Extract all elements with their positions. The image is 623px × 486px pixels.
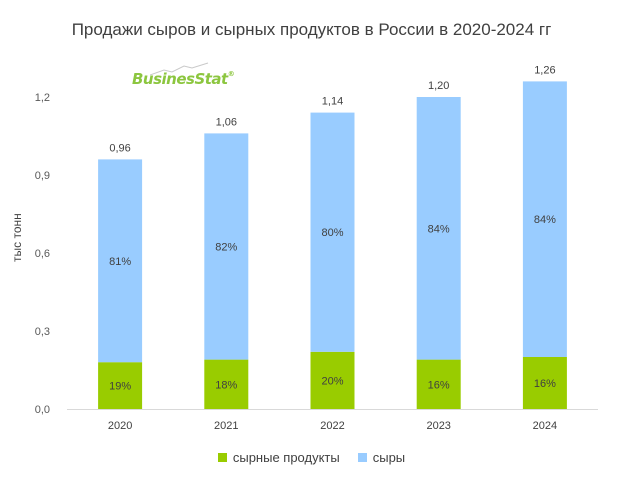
x-tick-label: 2024 (533, 420, 557, 432)
data-label-share: 16% (534, 378, 556, 390)
data-label-total: 1,20 (428, 80, 449, 92)
legend-label-cheese: сыры (372, 450, 406, 465)
data-label-total: 1,26 (534, 64, 555, 76)
bar-segment-cheese (310, 112, 355, 352)
data-label-share: 20% (321, 375, 343, 387)
legend-swatch-cheese (357, 453, 367, 462)
legend-item-cheese-products: сырные продукты (217, 450, 340, 465)
data-label-share: 82% (215, 242, 237, 254)
data-label-total: 1,06 (216, 116, 237, 128)
x-tick-label: 2020 (108, 420, 132, 432)
legend-label-cheese-products: сырные продукты (232, 450, 340, 465)
y-tick-label: 0,9 (35, 170, 50, 182)
bar-segment-cheese (204, 133, 249, 360)
logo-swoosh-icon (150, 62, 209, 76)
bar-segment-cheese-products (310, 351, 355, 409)
bar-segment-cheese-products (204, 359, 249, 409)
chart-title: Продажи сыров и сырных продуктов в Росси… (71, 20, 552, 39)
y-tick-label: 0,0 (35, 404, 50, 416)
data-label-share: 84% (534, 214, 556, 226)
data-label-share: 80% (321, 227, 343, 239)
businesstat-logo: BusinesStat® (132, 70, 235, 88)
data-label-total: 0,96 (109, 142, 130, 154)
bar-segment-cheese (98, 159, 143, 363)
x-tick-label: 2021 (214, 420, 238, 432)
data-label-share: 18% (215, 379, 237, 391)
x-tick-label: 2022 (320, 420, 344, 432)
legend-item-cheese: сыры (357, 450, 406, 465)
bar-segment-cheese-products (522, 357, 567, 409)
bar-segment-cheese (416, 97, 461, 360)
data-label-share: 84% (428, 223, 450, 235)
data-label-share: 81% (109, 256, 131, 268)
data-label-share: 16% (428, 379, 450, 391)
bar-segment-cheese (522, 81, 567, 358)
legend-swatch-cheese-products (217, 453, 227, 462)
bar-segment-cheese-products (416, 359, 461, 409)
y-tick-label: 0,3 (35, 326, 50, 338)
bar-segment-cheese-products (98, 362, 143, 409)
y-tick-label: 0,6 (35, 248, 50, 260)
legend: сырные продукты сыры (0, 450, 623, 465)
data-label-total: 1,14 (322, 96, 343, 108)
data-label-share: 19% (109, 381, 131, 393)
x-tick-label: 2023 (426, 420, 450, 432)
y-tick-label: 1,2 (35, 92, 50, 104)
